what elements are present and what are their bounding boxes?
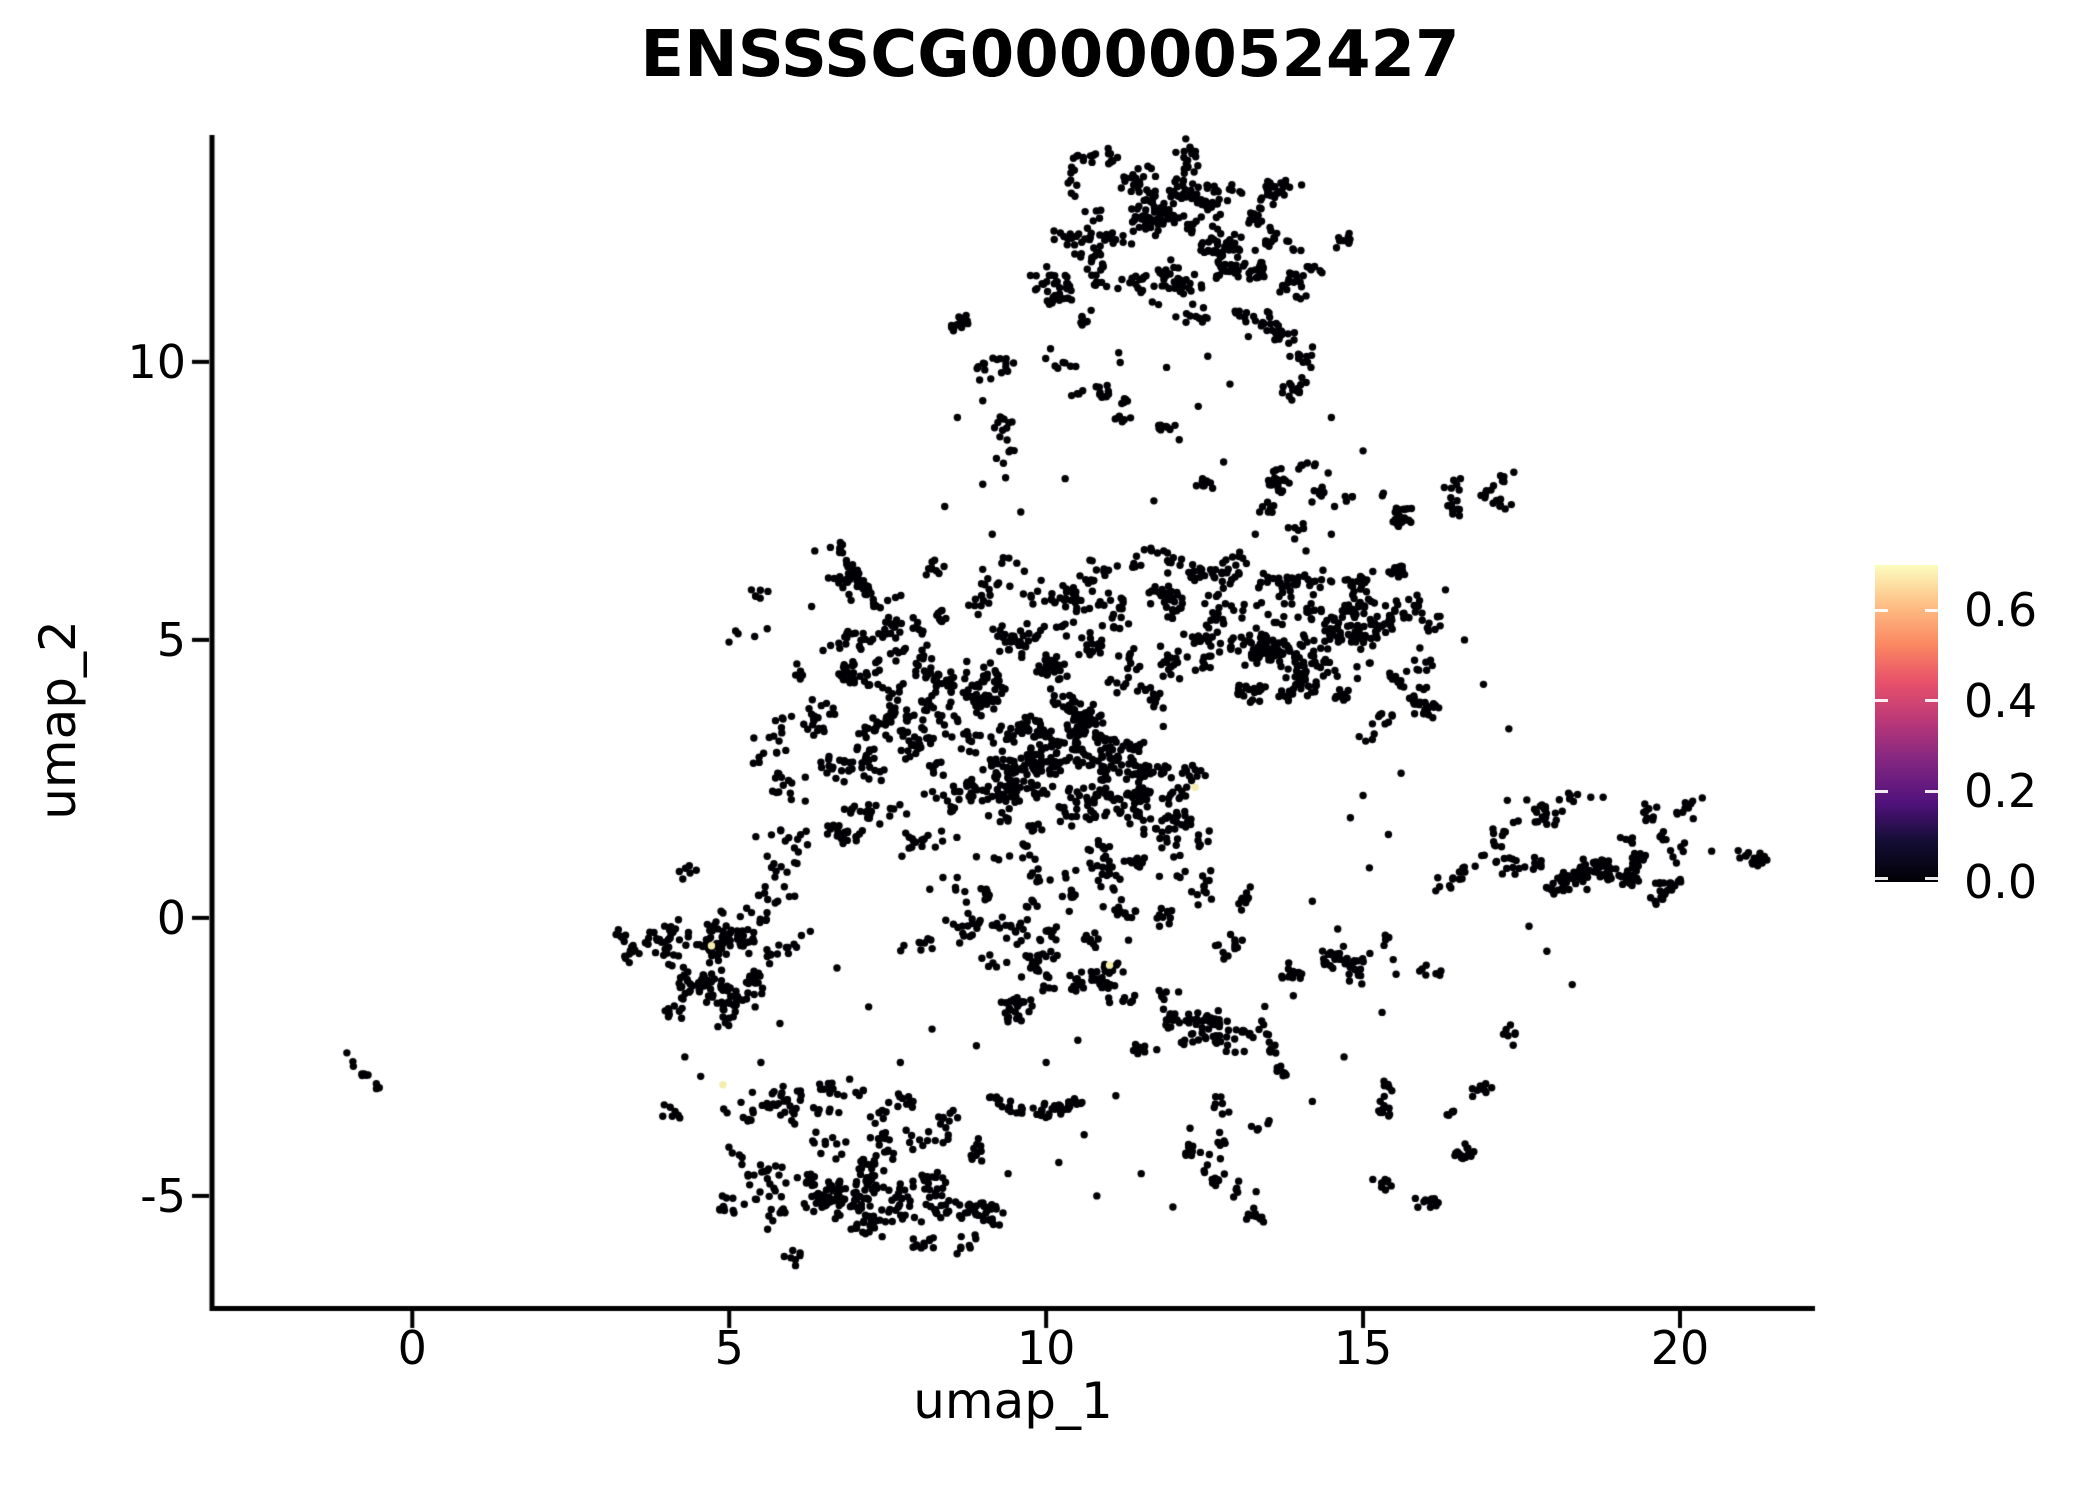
colorbar-tick-label: 0.4 — [1964, 673, 2038, 728]
colorbar-tick-mark — [1875, 699, 1888, 703]
x-tick-label: 5 — [714, 1321, 744, 1375]
x-tick-label: 10 — [1016, 1321, 1076, 1375]
colorbar — [1875, 565, 1938, 882]
colorbar-tick-mark — [1875, 877, 1888, 880]
colorbar-tick-label: 0.6 — [1964, 583, 2038, 638]
colorbar-tick-mark — [1925, 699, 1938, 703]
colorbar-tick-mark — [1875, 608, 1888, 612]
colorbar-tick-mark — [1875, 789, 1888, 793]
colorbar-tick-mark — [1925, 608, 1938, 612]
y-tick-label: 0 — [156, 890, 186, 945]
colorbar-tick-label: 0.2 — [1964, 764, 2038, 819]
y-tick-label: 10 — [127, 334, 186, 389]
x-tick-label: 20 — [1650, 1321, 1710, 1375]
y-tick-label: 5 — [156, 612, 186, 667]
colorbar-tick-mark — [1925, 789, 1938, 793]
x-tick-label: 15 — [1333, 1321, 1393, 1375]
colorbar-tick-label: 0.0 — [1964, 855, 2038, 909]
plot-title: ENSSSCG00000052427 — [640, 18, 1460, 92]
colorbar-tick-mark — [1925, 877, 1938, 880]
x-tick-label: 0 — [397, 1321, 427, 1375]
y-tick-label: -5 — [140, 1168, 186, 1223]
x-axis-label: umap_1 — [913, 1372, 1113, 1430]
